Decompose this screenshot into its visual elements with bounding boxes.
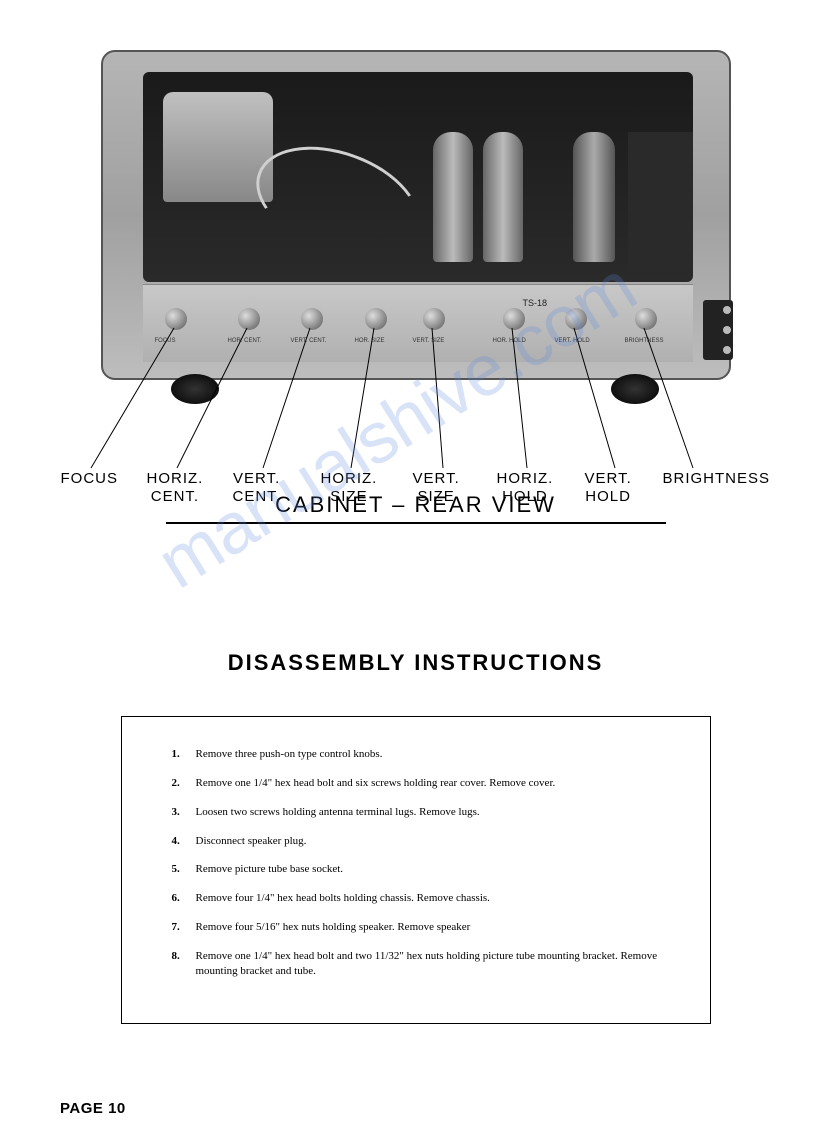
panel-knob-label: VERT. SIZE (413, 338, 445, 344)
panel-knob-label: BRIGHTNESS (625, 338, 664, 344)
control-knob (165, 308, 187, 330)
cabinet-rear-view-diagram: TS-18 FOCUS HOR. CENT. VERT. CENT. HOR. SIZ… (61, 40, 771, 510)
panel-knob-label: HOR. CENT. (228, 338, 262, 344)
antenna-terminal-block (703, 300, 733, 360)
instruction-step: Remove one 1/4" hex head bolt and six sc… (172, 776, 670, 791)
panel-knob-label: VERT. CENT. (291, 338, 327, 344)
instruction-step: Remove four 1/4" hex head bolts holding … (172, 891, 670, 906)
model-label: TS-18 (523, 298, 548, 308)
page-number: PAGE 10 (60, 1100, 126, 1117)
instruction-list: Remove three push-on type control knobs.… (172, 747, 670, 979)
control-panel-strip (143, 284, 693, 362)
instruction-step: Loosen two screws holding antenna termin… (172, 805, 670, 820)
vacuum-tube (483, 132, 523, 262)
disassembly-instructions-box: Remove three push-on type control knobs.… (121, 716, 711, 1024)
control-knob (238, 308, 260, 330)
control-knob (301, 308, 323, 330)
instruction-step: Remove three push-on type control knobs. (172, 747, 670, 762)
instruction-step: Disconnect speaker plug. (172, 834, 670, 849)
control-knob (565, 308, 587, 330)
disassembly-heading: DISASSEMBLY INSTRUCTIONS (60, 650, 771, 676)
panel-knob-label: FOCUS (155, 338, 176, 344)
cabinet-foot (611, 374, 659, 404)
diagram-caption: CABINET – REAR VIEW (166, 492, 666, 524)
vacuum-tube (573, 132, 615, 262)
callout-label: FOCUS (61, 470, 119, 488)
instruction-step: Remove four 5/16" hex nuts holding speak… (172, 920, 670, 935)
callout-label: BRIGHTNESS (663, 470, 771, 488)
panel-knob-label: VERT. HOLD (555, 338, 590, 344)
control-knob (423, 308, 445, 330)
vacuum-tube (433, 132, 473, 262)
control-knob (635, 308, 657, 330)
component-block (628, 132, 693, 272)
panel-knob-label: HOR. HOLD (493, 338, 526, 344)
instruction-step: Remove picture tube base socket. (172, 862, 670, 877)
panel-knob-label: HOR. SIZE (355, 338, 385, 344)
control-knob (365, 308, 387, 330)
cabinet-enclosure: TS-18 FOCUS HOR. CENT. VERT. CENT. HOR. SIZ… (101, 50, 731, 380)
control-knob (503, 308, 525, 330)
cabinet-foot (171, 374, 219, 404)
instruction-step: Remove one 1/4" hex head bolt and two 11… (172, 949, 670, 979)
